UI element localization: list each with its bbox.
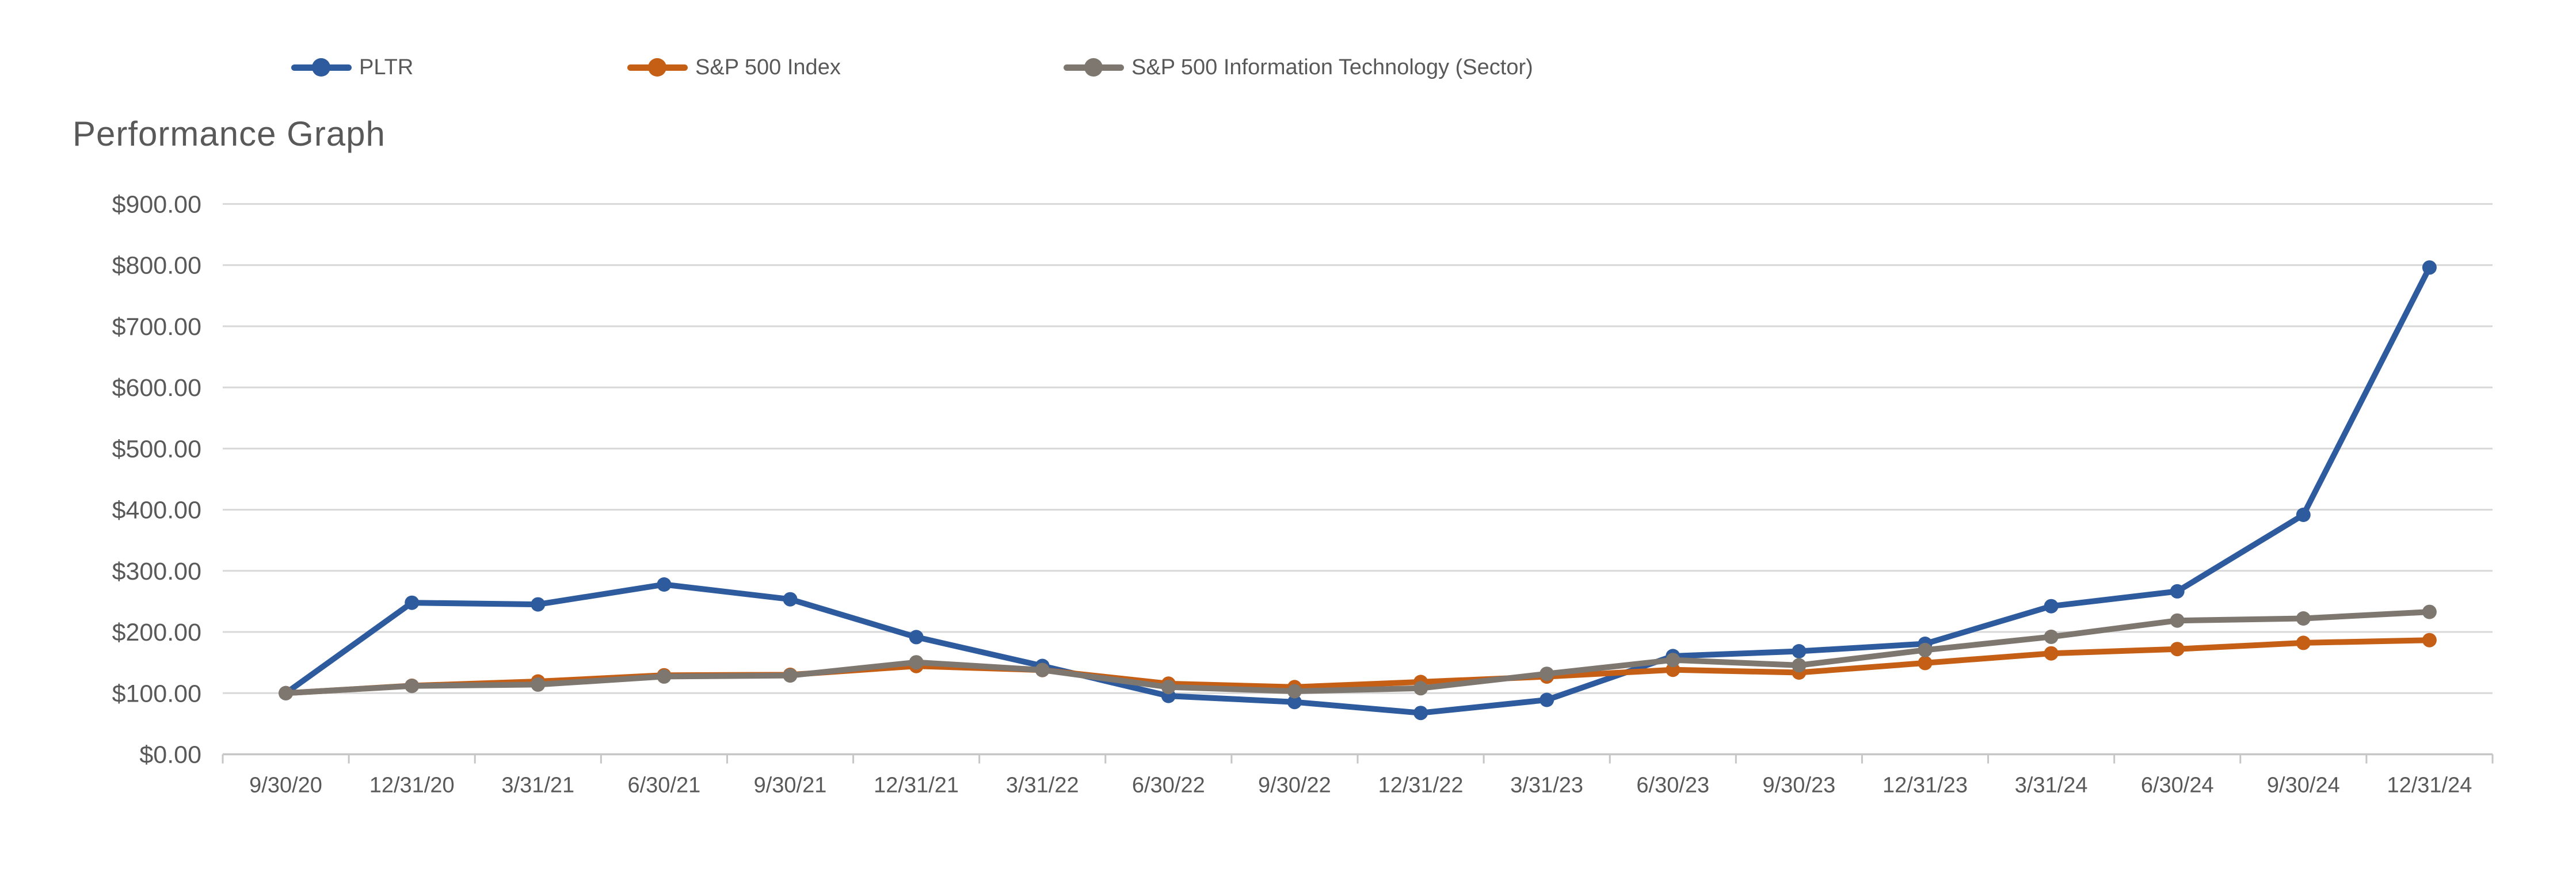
data-point-S&P 500 Index-12/31/23 [1918, 656, 1933, 671]
data-point-S&P 500 Information Technology (Sector)-12/31/23 [1918, 642, 1933, 657]
x-axis-category-label: 9/30/22 [1258, 773, 1331, 797]
data-point-S&P 500 Information Technology (Sector)-3/31/22 [1035, 662, 1050, 677]
legend-line-marker-icon [1064, 58, 1124, 77]
data-point-S&P 500 Information Technology (Sector)-9/30/22 [1287, 684, 1302, 699]
data-point-S&P 500 Information Technology (Sector)-6/30/23 [1666, 653, 1681, 668]
x-axis-category-label: 6/30/21 [627, 773, 700, 797]
data-point-S&P 500 Information Technology (Sector)-12/31/21 [909, 655, 924, 670]
x-axis-category-label: 12/31/20 [369, 773, 455, 797]
data-point-PLTR-9/30/21 [783, 592, 798, 607]
y-axis-tick-label: $500.00 [112, 435, 201, 463]
legend-dot-icon [1084, 58, 1103, 77]
data-point-S&P 500 Information Technology (Sector)-9/30/20 [279, 685, 294, 700]
data-point-S&P 500 Index-12/31/24 [2422, 633, 2437, 648]
x-axis-category-label: 3/31/21 [501, 773, 574, 797]
data-point-PLTR-12/31/21 [909, 630, 924, 645]
data-point-S&P 500 Information Technology (Sector)-9/30/23 [1792, 658, 1807, 673]
data-point-PLTR-6/30/21 [657, 577, 672, 592]
x-axis-category-label: 9/30/24 [2267, 773, 2340, 797]
x-axis-category-label: 6/30/24 [2141, 773, 2214, 797]
data-point-S&P 500 Index-6/30/24 [2170, 642, 2185, 657]
data-point-S&P 500 Information Technology (Sector)-6/30/24 [2170, 613, 2185, 628]
x-axis-category-label: 12/31/21 [874, 773, 959, 797]
data-point-PLTR-9/30/24 [2296, 508, 2311, 522]
series-line-S&P 500 Index [283, 637, 2433, 696]
legend-line-marker-icon [627, 58, 688, 77]
data-point-S&P 500 Information Technology (Sector)-6/30/21 [657, 669, 672, 684]
data-point-PLTR-9/30/22 [1287, 695, 1302, 710]
data-point-S&P 500 Index-9/30/24 [2296, 635, 2311, 650]
data-point-PLTR-12/31/20 [405, 595, 420, 610]
legend-label: S&P 500 Index [695, 55, 841, 79]
legend-item-sp500: S&P 500 Index [627, 55, 841, 80]
data-point-S&P 500 Index-3/31/24 [2044, 646, 2059, 661]
x-axis-category-label: 9/30/23 [1762, 773, 1835, 797]
legend-label: PLTR [359, 55, 414, 79]
legend-dot-icon [648, 58, 666, 77]
x-axis-category-label: 12/31/24 [2387, 773, 2472, 797]
data-point-S&P 500 Information Technology (Sector)-9/30/24 [2296, 611, 2311, 626]
x-axis-category-label: 12/31/22 [1378, 773, 1464, 797]
legend-item-sp500-it-sector: S&P 500 Information Technology (Sector) [1064, 55, 1533, 80]
x-axis-category-label: 9/30/21 [754, 773, 827, 797]
x-axis-category-label: 12/31/23 [1883, 773, 1968, 797]
chart-legend: PLTR S&P 500 Index S&P 500 Information T… [0, 0, 2576, 92]
data-point-PLTR-12/31/22 [1413, 706, 1428, 721]
legend-item-pltr: PLTR [291, 55, 413, 80]
legend-label: S&P 500 Information Technology (Sector) [1131, 55, 1533, 79]
data-point-PLTR-3/31/24 [2044, 599, 2059, 614]
y-axis-tick-label: $300.00 [112, 558, 201, 585]
data-point-PLTR-6/30/24 [2170, 584, 2185, 599]
series-line-S&P 500 Information Technology (Sector) [283, 609, 2433, 696]
data-point-S&P 500 Information Technology (Sector)-12/31/22 [1413, 681, 1428, 696]
y-axis-tick-label: $600.00 [112, 374, 201, 402]
x-axis-category-label: 6/30/23 [1636, 773, 1709, 797]
y-axis-tick-label: $400.00 [112, 497, 201, 524]
data-point-S&P 500 Information Technology (Sector)-12/31/20 [405, 679, 420, 694]
legend-dot-icon [312, 58, 330, 77]
x-axis-category-label: 3/31/24 [2015, 773, 2088, 797]
data-point-PLTR-3/31/21 [531, 597, 546, 612]
y-axis-tick-label: $700.00 [112, 313, 201, 341]
data-point-S&P 500 Information Technology (Sector)-9/30/21 [783, 668, 798, 683]
x-axis-category-label: 6/30/22 [1132, 773, 1205, 797]
series-line-PLTR [283, 264, 2433, 716]
data-point-PLTR-3/31/23 [1539, 692, 1554, 707]
data-point-S&P 500 Information Technology (Sector)-3/31/21 [531, 677, 546, 692]
data-point-S&P 500 Information Technology (Sector)-6/30/22 [1161, 680, 1176, 695]
y-axis-tick-label: $800.00 [112, 252, 201, 280]
x-axis-category-label: 9/30/20 [249, 773, 322, 797]
y-axis-tick-label: $0.00 [139, 741, 201, 769]
data-point-PLTR-9/30/23 [1792, 644, 1807, 658]
y-axis-tick-label: $100.00 [112, 680, 201, 707]
y-axis-tick-label: $200.00 [112, 619, 201, 646]
data-point-PLTR-12/31/24 [2422, 260, 2437, 275]
x-axis-category-label: 3/31/22 [1006, 773, 1079, 797]
x-axis-category-label: 3/31/23 [1510, 773, 1583, 797]
data-point-S&P 500 Information Technology (Sector)-12/31/24 [2422, 604, 2437, 619]
data-point-S&P 500 Information Technology (Sector)-3/31/23 [1539, 667, 1554, 681]
legend-line-marker-icon [291, 58, 352, 77]
data-point-S&P 500 Information Technology (Sector)-3/31/24 [2044, 629, 2059, 644]
chart-title: Performance Graph [73, 115, 386, 153]
y-axis-tick-label: $900.00 [112, 191, 201, 218]
